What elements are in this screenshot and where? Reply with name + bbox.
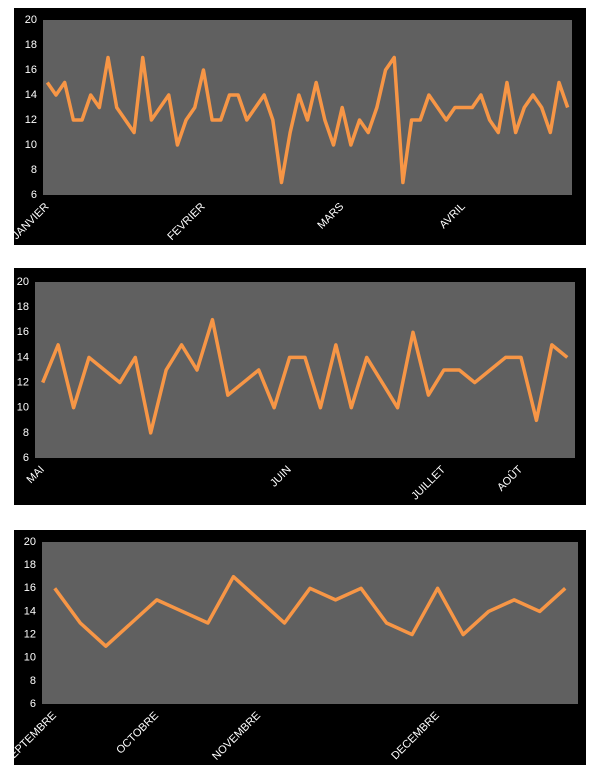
y-tick-label: 8 [23, 427, 29, 439]
y-tick-label: 12 [24, 628, 36, 640]
data-line [53, 574, 567, 648]
plot-area [42, 542, 578, 704]
y-tick-label: 8 [31, 164, 37, 176]
y-tick-label: 12 [25, 114, 37, 126]
y-tick-label: 20 [24, 536, 36, 548]
y-tick-label: 16 [24, 582, 36, 594]
y-tick-label: 16 [25, 64, 37, 76]
y-tick-label: 14 [24, 605, 36, 617]
data-line [41, 317, 569, 435]
y-tick-label: 14 [17, 351, 29, 363]
data-line [45, 55, 570, 185]
y-tick-label: 12 [17, 376, 29, 388]
y-tick-label: 20 [25, 14, 37, 26]
y-tick-label: 18 [17, 301, 29, 313]
y-tick-label: 8 [30, 675, 36, 687]
y-tick-label: 18 [24, 559, 36, 571]
y-tick-label: 10 [25, 139, 37, 151]
y-tick-label: 20 [17, 276, 29, 288]
y-tick-label: 16 [17, 326, 29, 338]
y-tick-label: 6 [31, 189, 37, 201]
y-tick-label: 14 [25, 89, 37, 101]
y-tick-label: 10 [24, 652, 36, 664]
y-tick-label: 6 [30, 698, 36, 710]
y-tick-label: 6 [23, 452, 29, 464]
y-tick-label: 10 [17, 402, 29, 414]
plot-area [35, 282, 575, 458]
plot-area [43, 20, 572, 195]
y-tick-label: 18 [25, 39, 37, 51]
